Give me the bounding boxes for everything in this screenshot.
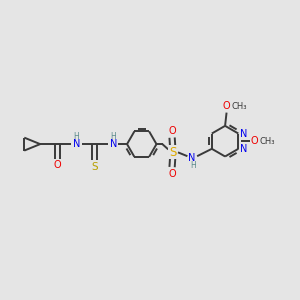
Text: H: H (190, 161, 196, 170)
Text: S: S (169, 146, 176, 159)
Text: H: H (110, 132, 116, 141)
Text: N: N (240, 144, 247, 154)
Text: CH₃: CH₃ (231, 102, 247, 111)
Text: N: N (240, 128, 247, 139)
Text: O: O (168, 126, 176, 136)
Text: H: H (74, 132, 79, 141)
Text: N: N (73, 139, 80, 149)
Text: S: S (91, 162, 98, 172)
Text: N: N (188, 153, 196, 163)
Text: O: O (250, 136, 258, 146)
Text: CH₃: CH₃ (260, 137, 275, 146)
Text: N: N (110, 139, 117, 149)
Text: O: O (168, 169, 176, 178)
Text: O: O (223, 101, 230, 111)
Text: O: O (53, 160, 61, 170)
